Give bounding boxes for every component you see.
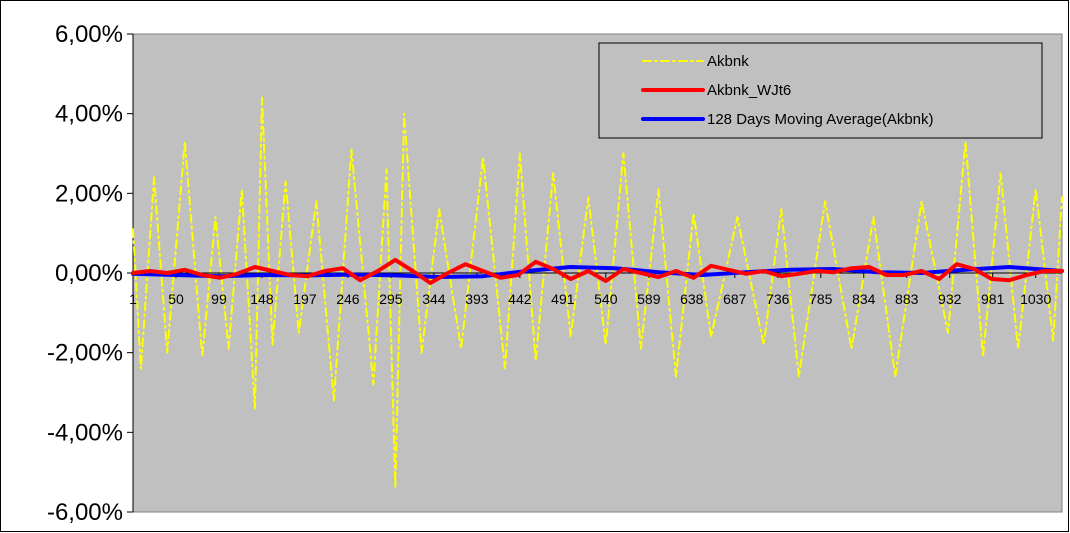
legend-label: Akbnk — [707, 53, 749, 70]
x-tick-label: 246 — [336, 291, 360, 307]
y-tick-label: 2,00% — [55, 180, 123, 207]
x-tick-label: 785 — [809, 291, 833, 307]
x-tick-label: 99 — [211, 291, 227, 307]
x-tick-label: 1030 — [1020, 291, 1051, 307]
x-tick-label: 638 — [680, 291, 704, 307]
y-tick-label: 4,00% — [55, 101, 123, 128]
x-tick-label: 295 — [379, 291, 403, 307]
x-tick-label: 736 — [766, 291, 790, 307]
x-tick-label: 687 — [723, 291, 747, 307]
x-tick-label: 148 — [250, 291, 274, 307]
x-tick-label: 589 — [637, 291, 661, 307]
legend: Akbnk Akbnk_WJt6 128 Days Moving Average(A… — [598, 42, 1043, 139]
legend-label: Akbnk_WJt6 — [707, 82, 791, 99]
y-tick-label: -4,00% — [47, 419, 123, 446]
y-tick-label: 0,00% — [55, 260, 123, 287]
legend-label: 128 Days Moving Average(Akbnk) — [707, 111, 934, 128]
x-tick-label: 491 — [551, 291, 575, 307]
x-tick-label: 932 — [938, 291, 962, 307]
x-tick-label: 981 — [981, 291, 1005, 307]
y-tick-label: -2,00% — [47, 340, 123, 367]
y-tick-label: 6,00% — [55, 21, 123, 48]
x-tick-label: 50 — [168, 291, 184, 307]
x-tick-label: 344 — [422, 291, 446, 307]
series-akbnk-wjt6-line — [131, 257, 1064, 285]
y-tick-label: -6,00% — [47, 499, 123, 526]
x-tick-label: 540 — [594, 291, 618, 307]
x-tick-label: 393 — [465, 291, 489, 307]
x-tick-label: 883 — [895, 291, 919, 307]
series-akbnk-line — [132, 96, 1063, 490]
x-tick-label: 197 — [293, 291, 317, 307]
x-tick-label: 1 — [129, 291, 137, 307]
x-tick-label: 442 — [508, 291, 532, 307]
x-tick-label: 834 — [852, 291, 876, 307]
